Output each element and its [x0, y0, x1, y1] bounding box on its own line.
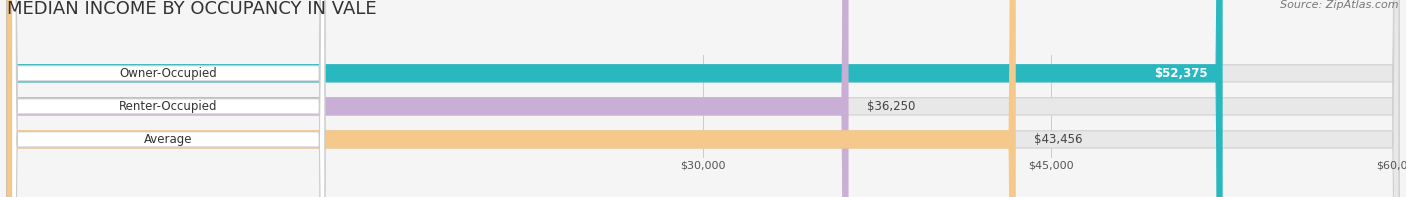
Text: $52,375: $52,375 [1154, 67, 1208, 80]
FancyBboxPatch shape [7, 0, 1015, 197]
Text: Source: ZipAtlas.com: Source: ZipAtlas.com [1281, 0, 1399, 10]
Text: $36,250: $36,250 [866, 100, 915, 113]
FancyBboxPatch shape [11, 0, 325, 197]
Text: MEDIAN INCOME BY OCCUPANCY IN VALE: MEDIAN INCOME BY OCCUPANCY IN VALE [7, 0, 377, 18]
FancyBboxPatch shape [11, 0, 325, 197]
FancyBboxPatch shape [7, 0, 1222, 197]
Text: Average: Average [143, 133, 193, 146]
Text: Renter-Occupied: Renter-Occupied [120, 100, 218, 113]
Text: $43,456: $43,456 [1033, 133, 1083, 146]
Text: Owner-Occupied: Owner-Occupied [120, 67, 217, 80]
FancyBboxPatch shape [7, 0, 1399, 197]
FancyBboxPatch shape [7, 0, 1399, 197]
FancyBboxPatch shape [7, 0, 848, 197]
FancyBboxPatch shape [11, 0, 325, 197]
FancyBboxPatch shape [7, 0, 1399, 197]
